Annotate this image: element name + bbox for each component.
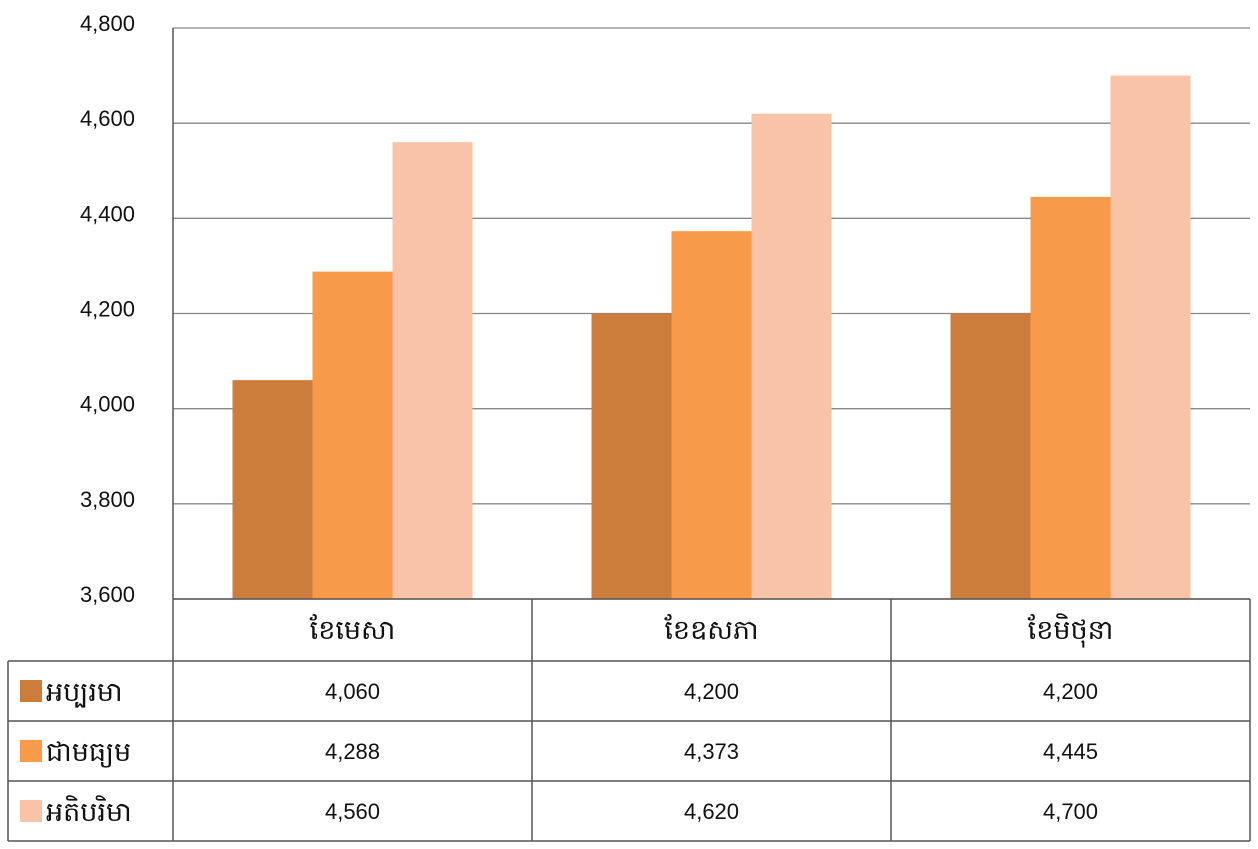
bar [232,380,313,599]
data-table-value: 4,620 [684,799,739,824]
data-table-value: 4,700 [1043,799,1098,824]
bar [671,231,752,599]
legend-swatch [20,800,42,822]
y-tick-label: 4,400 [80,201,135,226]
data-table-value: 4,200 [684,679,739,704]
y-tick-label: 3,600 [80,582,135,607]
data-table-value: 4,200 [1043,679,1098,704]
category-label: ខែឧសភា [664,613,758,646]
data-table-value: 4,288 [325,739,380,764]
category-label: ខែមេសា [310,613,396,646]
bar [312,271,393,599]
y-tick-label: 4,800 [80,11,135,36]
bar [591,313,672,599]
y-tick-label: 4,600 [80,106,135,131]
data-table-value: 4,373 [684,739,739,764]
data-table-value: 4,445 [1043,739,1098,764]
bar [751,113,832,600]
category-label: ខែមិថុនា [1028,613,1114,648]
legend-swatch [20,680,42,702]
bar [1030,196,1111,599]
legend-swatch [20,740,42,762]
data-table-value: 4,560 [325,799,380,824]
bar [392,142,473,599]
bar [1110,75,1191,600]
series-name: ជាមធ្យម [46,737,131,768]
y-tick-label: 4,200 [80,297,135,322]
y-tick-label: 4,000 [80,392,135,417]
bar [950,313,1031,599]
series-name: អប្បរមា [46,677,123,708]
data-table-value: 4,060 [325,679,380,704]
y-tick-label: 3,800 [80,487,135,512]
series-name: អតិបរិមា [46,795,132,828]
